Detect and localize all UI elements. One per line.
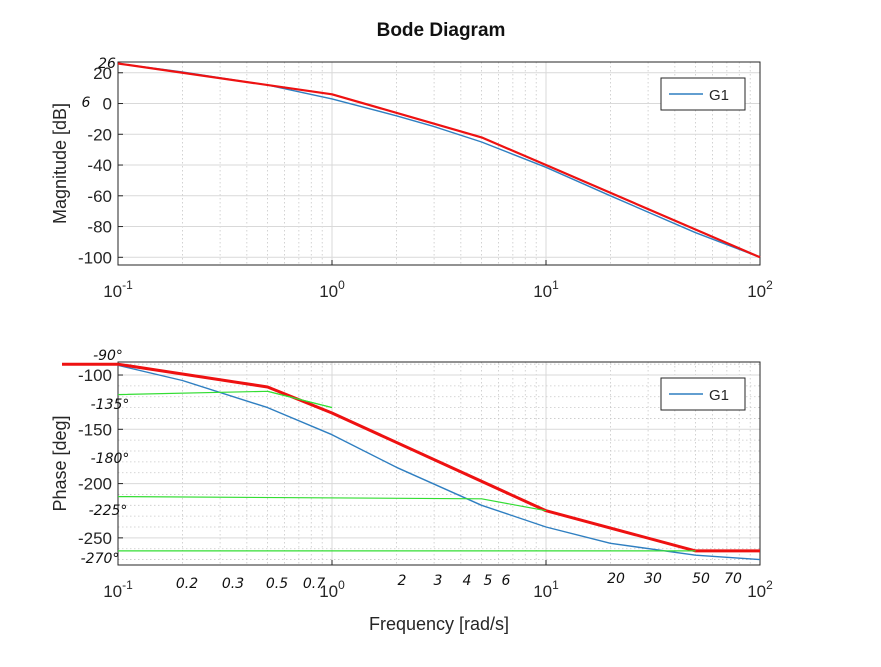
y-tick-label: -60 — [87, 187, 112, 206]
handwritten-annotation: 0.5 — [266, 576, 288, 592]
x-tick-label: 10-1 — [103, 278, 133, 301]
plot-frame — [117, 61, 761, 266]
y-tick-label: -100 — [78, 248, 112, 267]
series-line-sketch-3 — [267, 390, 333, 409]
legend: G1 — [660, 377, 746, 411]
x-axis-label: Frequency [rad/s] — [369, 614, 509, 634]
plot-frame — [117, 361, 761, 566]
plot-area — [118, 362, 760, 565]
y-tick-label: -150 — [78, 420, 112, 439]
handwritten-annotation: 3 — [434, 573, 443, 589]
x-tick-label: 100 — [319, 578, 345, 601]
y-tick-label: -20 — [87, 125, 112, 144]
handwritten-annotation: 0.3 — [222, 576, 244, 592]
handwritten-annotation: 0.7 — [303, 576, 325, 592]
handwritten-annotation: 20 — [607, 571, 625, 587]
x-tick-label: 101 — [533, 578, 559, 601]
y-tick-label: 0 — [103, 95, 112, 114]
subplot-phase: -100 -150 -200 -250 10-1 100 101 102 Phase [deg]… — [50, 348, 773, 634]
handwritten-annotation: -90° — [93, 348, 123, 364]
y-tick-label: -40 — [87, 156, 112, 175]
handwritten-annotation: -225° — [89, 503, 128, 519]
y-tick-label: 20 — [93, 64, 112, 83]
legend-entry: G1 — [709, 87, 729, 104]
y-tick-label: -100 — [78, 366, 112, 385]
x-tick-label: 10-1 — [103, 578, 133, 601]
plot-area — [118, 62, 760, 265]
y-axis-label: Phase [deg] — [50, 415, 70, 511]
series-line-sketch-1 — [117, 62, 761, 259]
y-tick-label: -200 — [78, 475, 112, 494]
handwritten-annotation: 2 — [398, 573, 407, 589]
series-line-g1 — [117, 364, 761, 561]
x-tick-label: 101 — [533, 278, 559, 301]
y-tick-label: -80 — [87, 218, 112, 237]
y-tick-label: -250 — [78, 529, 112, 548]
handwritten-annotation: 30 — [644, 571, 662, 587]
handwritten-annotation: -135° — [91, 397, 130, 413]
x-tick-label: 102 — [747, 578, 773, 601]
handwritten-annotation: 6 — [82, 95, 91, 111]
handwritten-annotation: 6 — [502, 573, 511, 589]
x-tick-label: 100 — [319, 278, 345, 301]
handwritten-annotation: 26 — [98, 56, 116, 72]
series-line-sketch-4 — [117, 496, 547, 512]
x-tick-label: 102 — [747, 278, 773, 301]
handwritten-annotation: 70 — [724, 571, 742, 587]
chart-title: Bode Diagram — [377, 20, 506, 41]
subplot-magnitude: 20 0 -20 -40 -60 -80 -100 10-1 100 101 102 Magnitud… — [50, 20, 773, 301]
handwritten-annotation: -180° — [91, 451, 130, 467]
legend: G1 — [660, 77, 746, 111]
handwritten-annotation: 5 — [484, 573, 493, 589]
legend-entry: G1 — [709, 387, 729, 404]
handwritten-annotation: 50 — [692, 571, 710, 587]
handwritten-annotation: -270° — [81, 551, 120, 567]
handwritten-annotation: 0.2 — [176, 576, 198, 592]
handwritten-annotation: 4 — [463, 573, 472, 589]
y-axis-label: Magnitude [dB] — [50, 103, 70, 224]
